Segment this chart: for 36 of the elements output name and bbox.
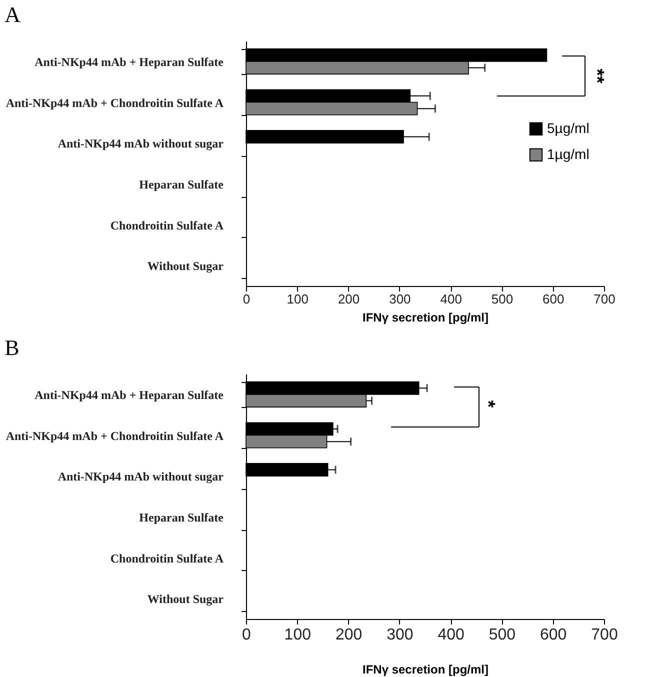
x-axis-title: IFNγ secretion [pg/ml] — [362, 310, 489, 324]
y-tick-label: Chondroitin Sulfate A — [110, 551, 224, 566]
legend-label: 1µg/ml — [547, 146, 590, 162]
x-tick-label: 400 — [440, 292, 462, 306]
x-tick-label: 300 — [389, 292, 411, 306]
y-tick-label: Anti-NKp44 mAb + Chondroitin Sulfate A — [6, 96, 224, 110]
y-tick-label: Without Sugar — [147, 592, 224, 606]
x-tick-label: 600 — [542, 292, 564, 306]
y-tick-label: Anti-NKp44 mAb + Chondroitin Sulfate A — [6, 428, 224, 443]
x-tick-label: 100 — [284, 626, 312, 644]
text: B — [4, 335, 20, 360]
x-tick-label: 500 — [491, 292, 514, 306]
y-tick-label: Anti-NKp44 mAb without sugar — [58, 470, 224, 484]
legend-label: 5µg/ml — [547, 120, 590, 136]
x-tick-label: 700 — [591, 626, 618, 644]
x-tick-label: 300 — [386, 626, 414, 644]
annotation: * — [477, 400, 498, 408]
x-tick-label: 0 — [242, 626, 252, 644]
x-tick-label: 0 — [242, 292, 250, 306]
x-tick-label: 400 — [438, 626, 465, 644]
y-tick-label: Anti-NKp44 mAb + Heparan Sulfate — [34, 388, 224, 402]
x-axis-title: IFNγ secretion [pg/ml] — [362, 662, 489, 676]
x-tick-label: 200 — [338, 292, 360, 306]
y-tick-label: Heparan Sulfate — [139, 510, 224, 524]
x-tick-label: 700 — [594, 292, 616, 306]
y-tick-label: Without Sugar — [147, 259, 224, 274]
x-tick-label: 100 — [286, 292, 308, 306]
annotation: ** — [586, 68, 607, 84]
x-tick-label: 600 — [540, 626, 567, 644]
y-tick-label: Chondroitin Sulfate A — [110, 218, 224, 232]
x-tick-label: 500 — [488, 626, 516, 644]
y-tick-label: Heparan Sulfate — [139, 177, 224, 192]
x-tick-label: 200 — [335, 626, 362, 644]
y-tick-label: Anti-NKp44 mAb without sugar — [58, 136, 224, 151]
text: A — [4, 2, 21, 27]
y-tick-label: Anti-NKp44 mAb + Heparan Sulfate — [34, 54, 224, 69]
